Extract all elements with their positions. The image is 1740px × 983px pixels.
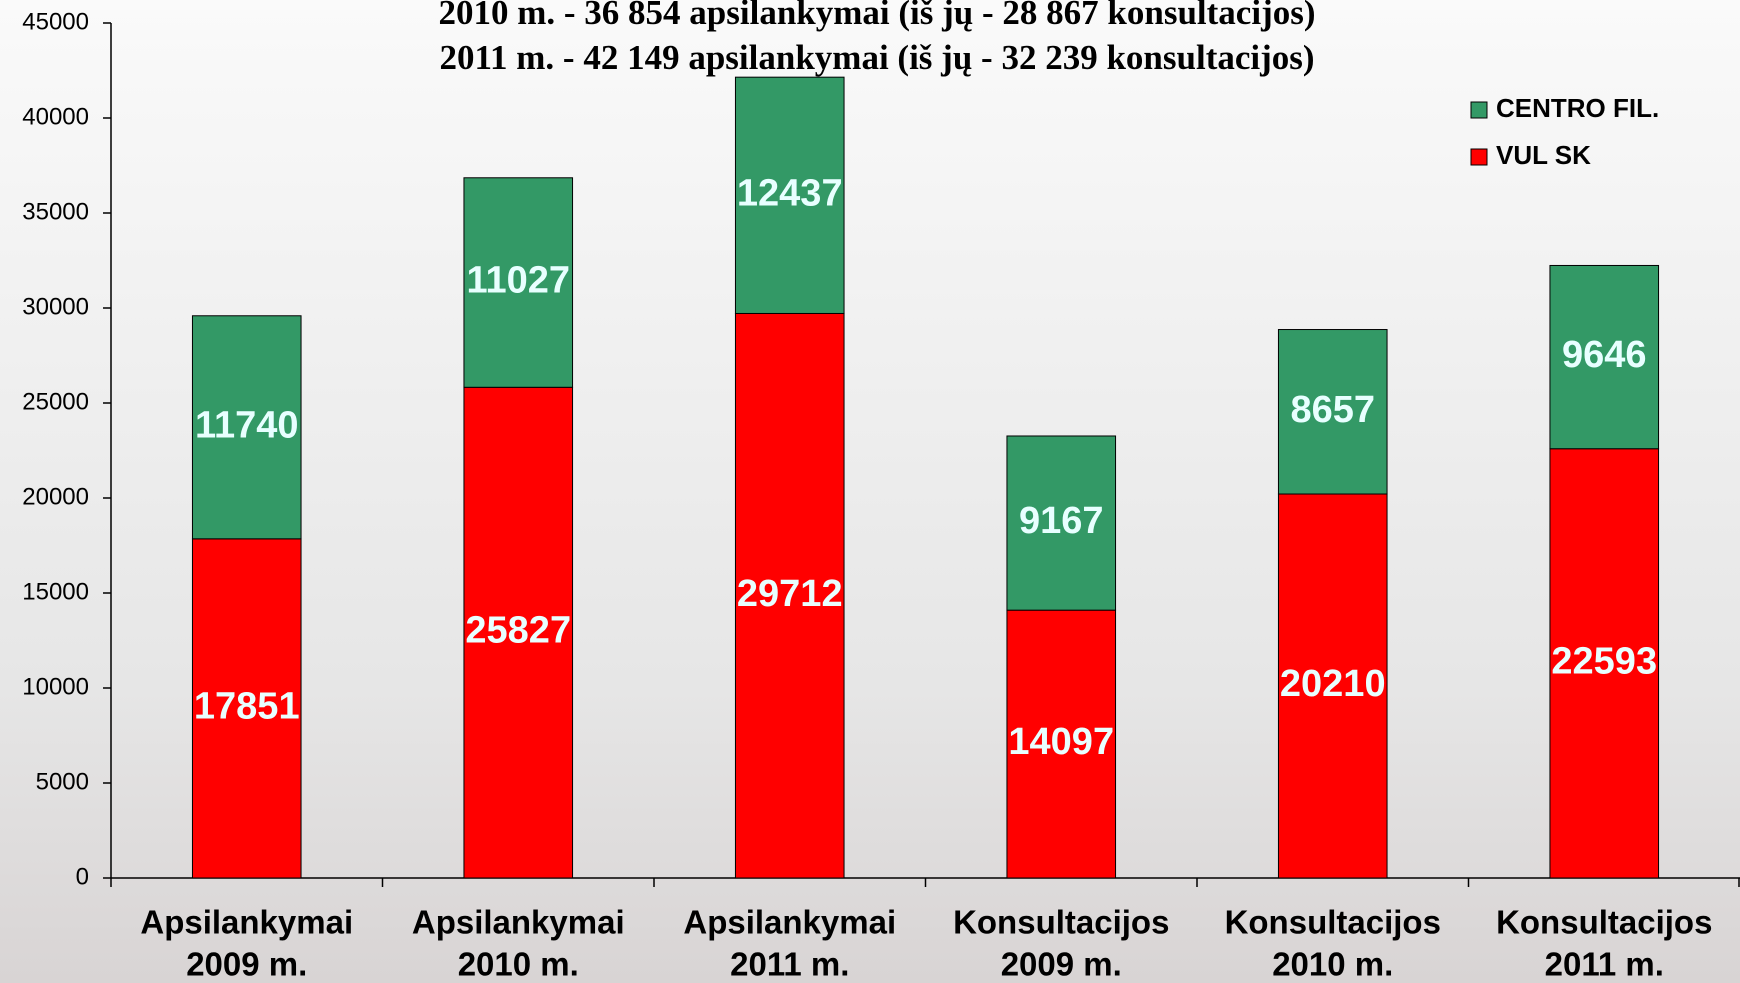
x-tick-label: Apsilankymai <box>683 904 896 941</box>
y-tick-label: 10000 <box>22 673 89 700</box>
value-label: 9167 <box>1019 500 1104 542</box>
y-tick-label: 35000 <box>22 198 89 225</box>
chart-title: 2010 m. - 36 854 apsilankymai (iš jų - 2… <box>438 0 1315 32</box>
y-tick-label: 15000 <box>22 578 89 605</box>
value-label: 14097 <box>1008 721 1114 763</box>
value-label: 22593 <box>1551 640 1657 682</box>
value-label: 17851 <box>194 685 300 727</box>
y-tick-label: 5000 <box>36 768 89 795</box>
x-tick-label: Konsultacijos <box>1225 904 1441 941</box>
value-label: 20210 <box>1280 663 1386 705</box>
chart-title: 2011 m. - 42 149 apsilankymai (iš jų - 3… <box>439 38 1314 77</box>
value-label: 8657 <box>1290 389 1375 431</box>
x-tick-label: 2010 m. <box>458 946 579 983</box>
x-tick-label: Apsilankymai <box>412 904 625 941</box>
x-tick-label: 2009 m. <box>1001 946 1122 983</box>
value-label: 12437 <box>737 172 843 214</box>
value-label: 11740 <box>195 404 299 446</box>
y-tick-label: 40000 <box>22 103 89 130</box>
legend-swatch <box>1471 149 1487 165</box>
x-tick-label: 2009 m. <box>186 946 307 983</box>
value-label: 25827 <box>465 610 571 652</box>
value-label: 9646 <box>1562 334 1647 376</box>
y-tick-label: 0 <box>76 863 89 890</box>
x-tick-label: 2011 m. <box>730 946 849 983</box>
x-tick-label: Apsilankymai <box>140 904 353 941</box>
x-tick-label: Konsultacijos <box>1496 904 1712 941</box>
x-tick-label: 2010 m. <box>1272 946 1393 983</box>
y-tick-label: 45000 <box>22 8 89 35</box>
value-label: 29712 <box>737 573 843 615</box>
y-tick-label: 30000 <box>22 293 89 320</box>
y-tick-label: 25000 <box>22 388 89 415</box>
chart: 2010 m. - 36 854 apsilankymai (iš jų - 2… <box>0 0 1740 983</box>
y-tick-label: 20000 <box>22 483 89 510</box>
x-tick-label: 2011 m. <box>1545 946 1664 983</box>
value-label: 11027 <box>466 260 570 302</box>
legend-label: VUL SK <box>1496 140 1591 170</box>
legend-label: CENTRO FIL. <box>1496 93 1659 123</box>
x-tick-label: Konsultacijos <box>953 904 1169 941</box>
legend-swatch <box>1471 102 1487 118</box>
